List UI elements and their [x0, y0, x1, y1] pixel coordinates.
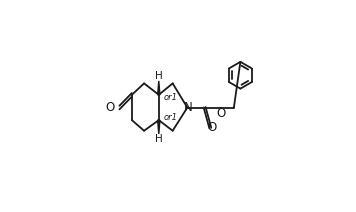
Text: O: O: [105, 101, 115, 114]
Polygon shape: [158, 81, 160, 95]
Text: H: H: [155, 134, 163, 144]
Text: or1: or1: [164, 113, 178, 122]
Polygon shape: [158, 120, 160, 134]
Text: or1: or1: [164, 93, 178, 102]
Text: O: O: [216, 107, 226, 120]
Text: H: H: [155, 71, 163, 81]
Text: N: N: [183, 101, 192, 114]
Text: O: O: [208, 121, 217, 134]
